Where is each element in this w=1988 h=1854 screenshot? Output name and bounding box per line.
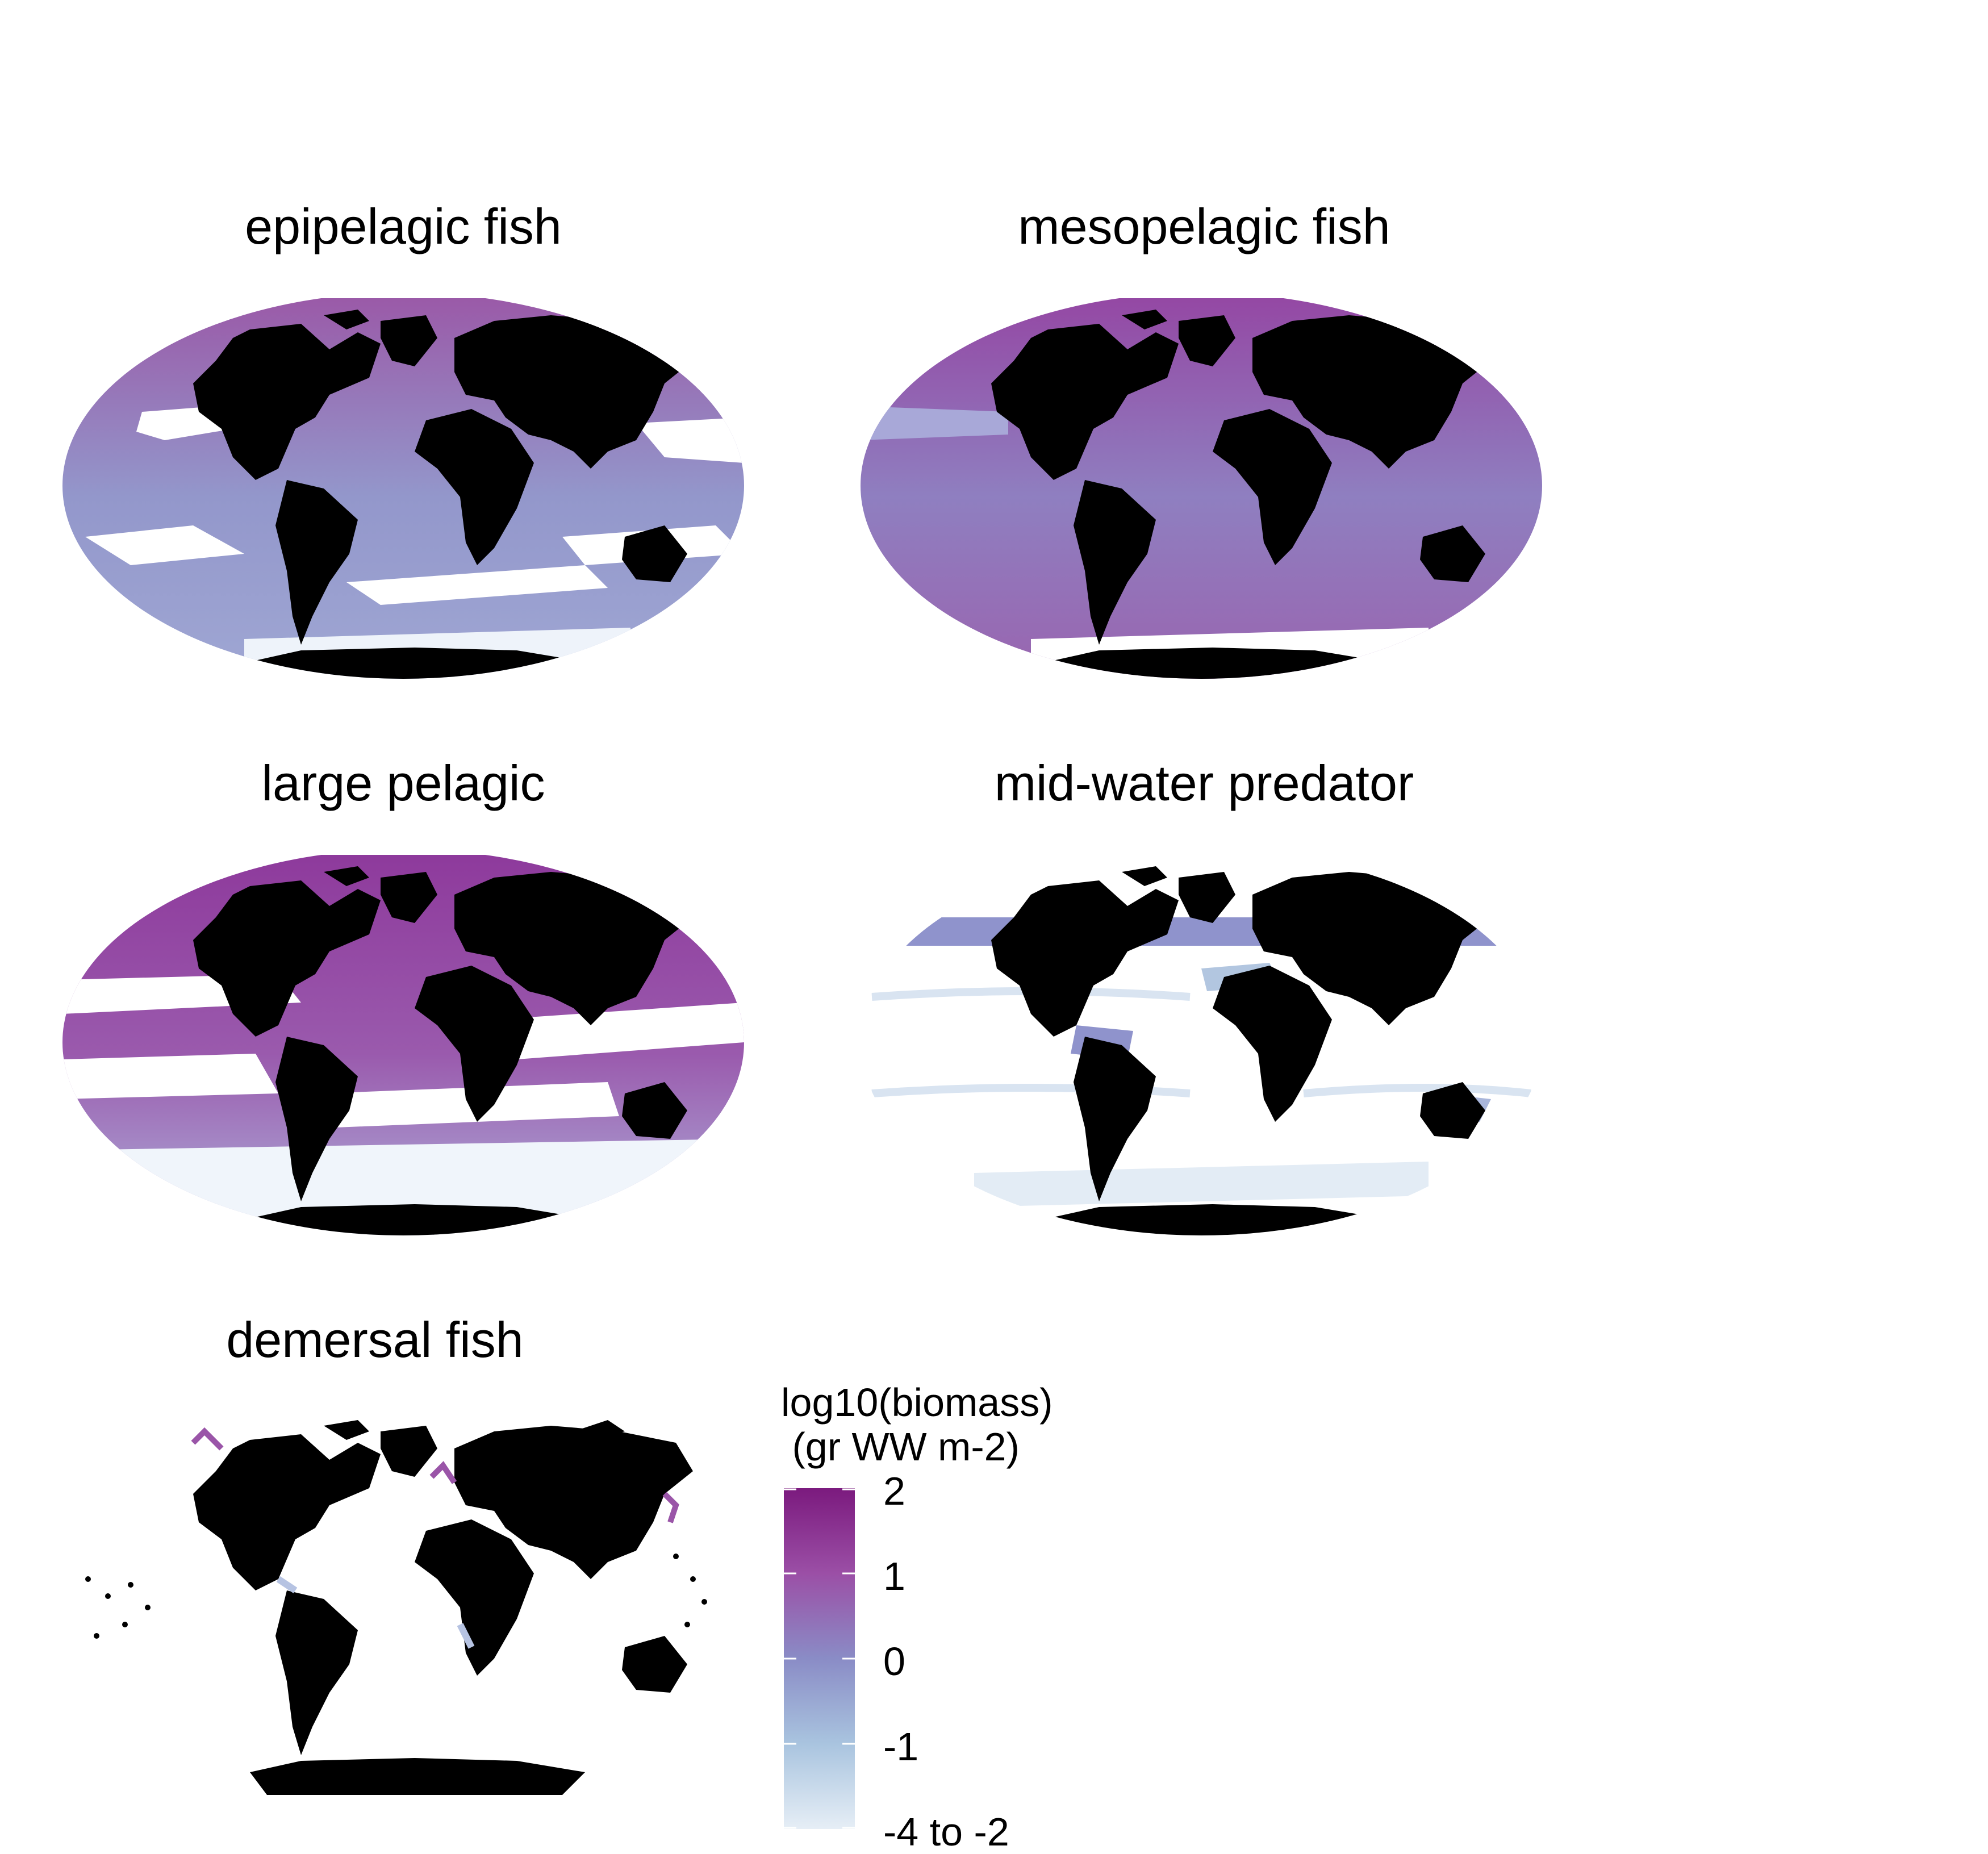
legend-label-minus-1: -1 (883, 1724, 919, 1769)
legend-title: log10(biomass) (gr WW m-2) (781, 1380, 1053, 1469)
map-demersal-fish (85, 1409, 707, 1806)
legend-title-line1: log10(biomass) (781, 1380, 1053, 1425)
legend-title-line2: (gr WW m-2) (781, 1425, 1020, 1469)
map-large-pelagic (62, 855, 744, 1235)
panel-title-epipelagic: epipelagic fish (245, 198, 562, 254)
legend-label-1: 1 (883, 1554, 905, 1598)
map-mesopelagic-fish (861, 298, 1542, 679)
legend-label-2: 2 (883, 1469, 905, 1513)
legend-label-minus-4-to-minus-2: -4 to -2 (883, 1810, 1009, 1854)
panel-title-demersal: demersal fish (226, 1312, 524, 1368)
legend-colorbar (784, 1488, 855, 1829)
panel-title-large-pelagic: large pelagic (261, 755, 545, 811)
map-mid-water-predator (861, 855, 1542, 1235)
legend-label-0: 0 (883, 1639, 905, 1684)
panel-title-mesopelagic: mesopelagic fish (1018, 198, 1390, 254)
panel-title-mid-water-predator: mid-water predator (994, 755, 1414, 811)
map-epipelagic-fish (62, 298, 744, 679)
